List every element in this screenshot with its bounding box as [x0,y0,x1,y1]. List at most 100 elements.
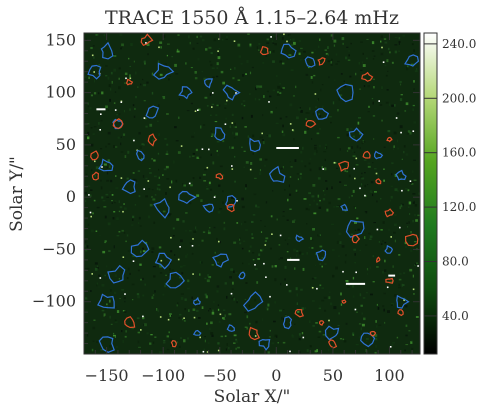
noise-pixel [415,219,418,222]
blue-contour [384,244,393,254]
noise-pixel [371,41,375,45]
noise-pixel [298,52,301,55]
noise-pixel [300,47,303,50]
noise-pixel [223,221,226,224]
noise-pixel [341,37,345,41]
noise-pixel [311,239,314,241]
noise-pixel [225,36,228,38]
noise-pixel [254,97,257,101]
noise-pixel [142,277,144,280]
bright-pixel [235,92,237,94]
bright-pixel [99,129,101,131]
red-contour [147,133,158,147]
noise-pixel [324,263,327,265]
blue-contour [100,41,114,60]
noise-pixel [394,214,397,216]
noise-pixel [153,221,156,224]
noise-pixel [210,188,213,191]
noise-pixel [325,146,328,150]
noise-pixel [304,165,307,168]
noise-pixel [258,49,260,51]
bright-pixel [279,234,282,237]
noise-pixel [140,250,142,254]
noise-pixel [403,145,406,148]
noise-pixel [369,190,373,193]
noise-pixel [253,193,257,196]
noise-pixel [90,189,93,191]
noise-pixel [328,348,330,352]
noise-pixel [324,338,327,340]
noise-pixel [87,102,89,105]
red-contour [375,256,381,263]
noise-pixel [398,286,401,289]
noise-pixel [287,34,289,36]
noise-pixel [222,140,225,143]
noise-pixel [205,48,208,51]
noise-pixel [418,192,420,195]
noise-pixel [354,221,357,224]
blue-contour [154,252,173,270]
chart-title: TRACE 1550 Å 1.15–2.64 mHz [105,7,399,29]
noise-pixel [219,208,223,210]
red-contour [294,309,305,318]
bright-pixel [194,110,197,112]
noise-pixel [231,196,234,199]
noise-pixel [298,40,301,42]
bright-pixel [376,228,379,231]
colorbar-tick-label: 80.0 [442,255,469,269]
noise-pixel [385,74,388,77]
noise-pixel [236,299,239,302]
noise-pixel [232,77,235,80]
noise-pixel [113,245,115,249]
noise-pixel [99,235,101,237]
noise-pixel [328,296,331,300]
noise-pixel [199,176,202,179]
noise-pixel [277,342,279,344]
noise-pixel [376,303,378,306]
red-contour [90,150,99,161]
noise-pixel [107,143,111,145]
noise-pixel [314,350,317,353]
bright-pixel [289,350,291,353]
noise-pixel [154,201,157,203]
noise-pixel [375,325,378,328]
noise-pixel [217,153,219,157]
noise-pixel [319,199,321,202]
noise-pixel [311,277,315,280]
noise-pixel [234,67,236,70]
noise-pixel [132,215,135,218]
noise-pixel [170,250,173,253]
noise-pixel [202,124,206,126]
noise-pixel [147,215,151,219]
noise-pixel [411,52,414,55]
bright-pixel [206,166,209,169]
noise-pixel [331,186,333,190]
noise-pixel [286,219,289,221]
noise-pixel [157,152,160,155]
noise-pixel [409,268,413,272]
noise-pixel [349,75,352,78]
noise-pixel [142,247,144,250]
noise-pixel [178,317,181,319]
noise-pixel [374,351,377,354]
bright-pixel [91,273,93,275]
noise-pixel [288,54,292,56]
noise-pixel [317,234,320,237]
noise-pixel [90,143,94,147]
bright-pixel [226,99,228,102]
noise-pixel [156,187,159,191]
bright-pixel [101,166,103,168]
noise-pixel [389,280,392,284]
noise-pixel [352,334,355,336]
noise-pixel [96,282,98,286]
x-tick-label: −100 [141,366,185,385]
noise-pixel [208,183,211,187]
noise-pixel [98,92,100,95]
noise-pixel [361,312,363,315]
noise-pixel [380,243,383,245]
noise-pixel [313,277,317,279]
noise-pixel [323,296,327,299]
bright-pixel [122,210,124,213]
noise-pixel [84,75,87,78]
noise-pixel [297,178,299,181]
